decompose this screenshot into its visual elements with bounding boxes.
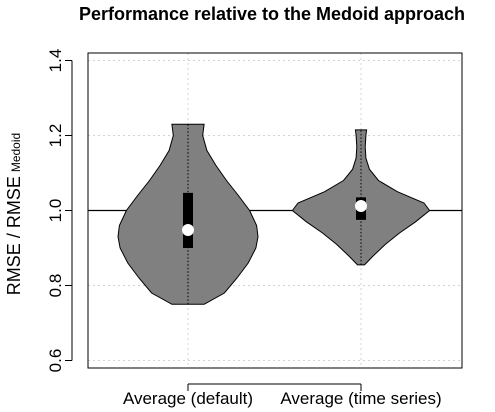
- chart-title: Performance relative to the Medoid appro…: [79, 4, 465, 24]
- x-tick-label: Average (default): [123, 389, 253, 408]
- violin-group: [291, 129, 431, 266]
- violin-iqr-box: [183, 192, 193, 248]
- violin-group: [117, 123, 259, 305]
- y-tick-label: 1.4: [46, 49, 65, 73]
- plot-frame: [87, 52, 463, 369]
- x-axis: Average (default) Average (time series): [123, 383, 442, 408]
- y-tick-label: 0.8: [46, 274, 65, 298]
- x-tick-label: Average (time series): [280, 389, 441, 408]
- y-tick-label: 0.6: [46, 349, 65, 373]
- violins: [117, 123, 431, 305]
- y-axis-label: RMSE / RMSE Medoid: [4, 133, 24, 295]
- y-tick-label: 1.0: [46, 199, 65, 223]
- violin-median-point: [182, 224, 194, 236]
- y-tick-label: 1.2: [46, 124, 65, 148]
- violin-median-point: [355, 200, 367, 212]
- y-axis-label-subscript: Medoid: [9, 133, 23, 172]
- y-axis: 0.6 0.8 1.0 1.2 1.4: [46, 49, 73, 373]
- y-axis-label-main: RMSE / RMSE: [4, 176, 24, 295]
